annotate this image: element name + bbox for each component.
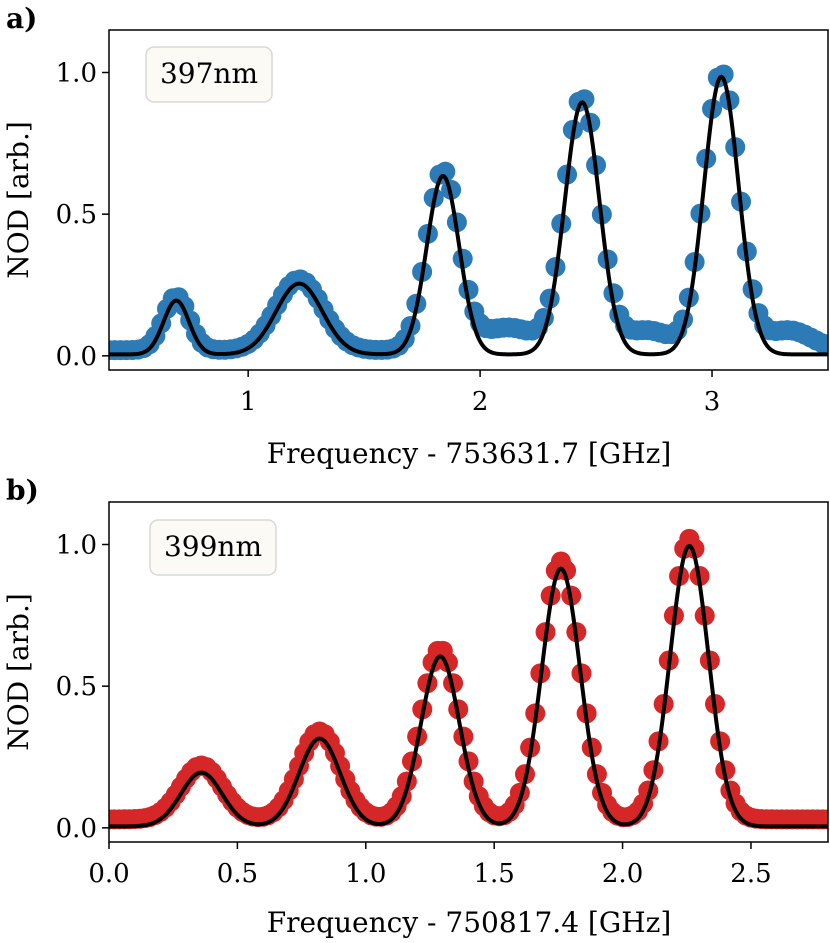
panel-b-xlabel: Frequency - 750817.4 [GHz] <box>267 906 672 939</box>
panel-a-ylabel: NOD [arb.] <box>2 121 35 279</box>
panel-a-data-points <box>109 64 828 361</box>
panel-b-label: b) <box>6 474 39 507</box>
panel-a-y-tick-label: 1.0 <box>56 59 97 89</box>
panel-b-x-tick-label: 0.0 <box>88 859 129 889</box>
panel-b-legend: 399nm <box>149 519 277 576</box>
panel-a-x-tick-label: 3 <box>704 387 721 417</box>
panel-a-y-ticks: 0.0 0.5 1.0 <box>56 59 109 372</box>
panel-b-x-tick-label: 2.0 <box>602 859 643 889</box>
panel-b-x-tick-label: 1.0 <box>345 859 386 889</box>
panel-b-x-ticks: 0.0 0.5 1.0 1.5 2.0 2.5 <box>88 842 772 889</box>
panel-b-data-point <box>556 560 577 581</box>
panel-b-y-ticks: 0.0 0.5 1.0 <box>56 531 109 844</box>
panel-b-axes-frame <box>108 501 829 843</box>
panel-a-x-ticks: 1 2 3 <box>240 370 720 417</box>
panel-b-legend-box <box>149 519 277 576</box>
panel-a-x-tick-label: 2 <box>472 387 489 417</box>
panel-b-ylabel: NOD [arb.] <box>2 593 35 751</box>
panel-b-y-tick-label: 0.5 <box>56 672 97 702</box>
panel-b-y-tick-label: 0.0 <box>56 814 97 844</box>
panel-a-fit-line <box>109 74 828 357</box>
panel-a-xlabel: Frequency - 753631.7 [GHz] <box>267 437 672 470</box>
panel-b-legend-text: 399nm <box>164 530 262 563</box>
panel-a-y-tick-label: 0.5 <box>56 200 97 230</box>
panel-a: a) NOD [arb.] 0.0 0.5 1.0 1 2 3 397nm Freque… <box>2 2 829 470</box>
panel-b-y-tick-label: 1.0 <box>56 531 97 561</box>
panel-b-fit-line <box>109 543 828 829</box>
panel-b-x-tick-label: 2.5 <box>730 859 771 889</box>
panel-a-axes-frame <box>108 29 829 371</box>
panel-b-plot-area <box>109 528 828 830</box>
panel-b-x-tick-label: 0.5 <box>217 859 258 889</box>
panel-a-y-tick-label: 0.0 <box>56 342 97 372</box>
panel-b-data-point <box>684 538 705 559</box>
panel-a-label: a) <box>6 2 37 35</box>
panel-b-data-point <box>818 809 828 830</box>
panel-a-legend-box <box>145 46 273 103</box>
panel-a-x-tick-label: 1 <box>240 387 257 417</box>
panel-b: b) NOD [arb.] 0.0 0.5 1.0 0.0 0.5 1.0 1.5 2.0 2… <box>2 474 829 939</box>
panel-a-data-point <box>818 335 828 356</box>
panel-b-x-tick-label: 1.5 <box>473 859 514 889</box>
panel-a-plot-area <box>109 64 828 361</box>
panel-a-legend-text: 397nm <box>160 57 258 90</box>
panel-a-legend: 397nm <box>145 46 273 103</box>
